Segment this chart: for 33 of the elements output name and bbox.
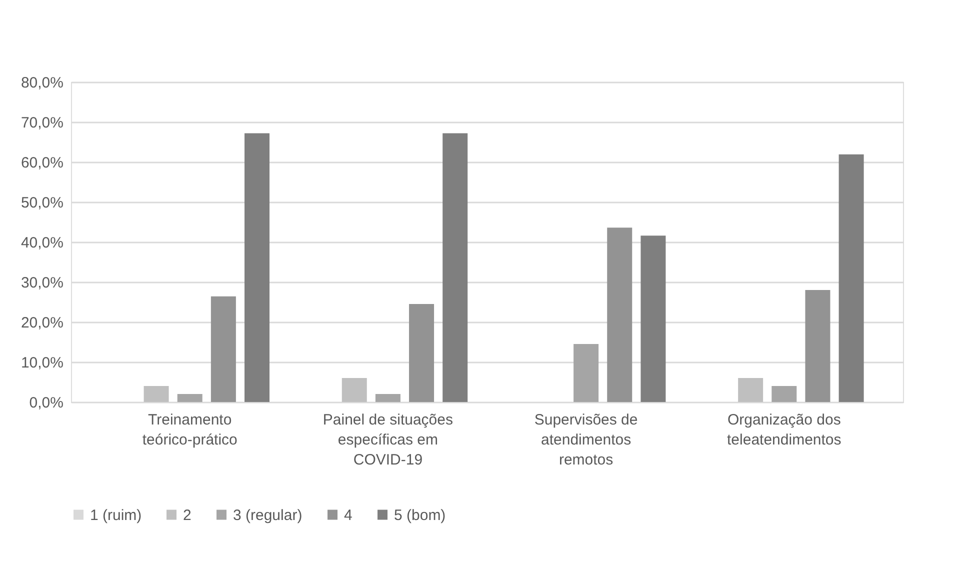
bar [805, 290, 830, 402]
bar [409, 304, 434, 402]
bar [772, 386, 797, 402]
bar [342, 378, 367, 402]
legend-label: 5 (bom) [394, 506, 446, 524]
x-tick-label: Organização dos teleatendimentos [727, 412, 842, 448]
legend-label: 2 [183, 506, 192, 524]
legend-label: 4 [344, 506, 352, 524]
y-tick-label: 40,0% [20, 234, 64, 252]
bar [838, 154, 864, 402]
bar [177, 394, 202, 402]
y-tick-label: 10,0% [20, 354, 64, 372]
legend-label: 3 (regular) [233, 506, 302, 524]
y-tick-label: 70,0% [20, 114, 64, 132]
bar [375, 394, 400, 402]
bar [144, 386, 169, 402]
bar [640, 236, 666, 402]
y-tick-label: 50,0% [20, 194, 64, 212]
y-tick-label: 60,0% [20, 154, 64, 172]
x-tick-label: Treinamento teórico-prático [142, 412, 238, 448]
legend-label: 1 (ruim) [90, 506, 142, 524]
bar [244, 133, 270, 402]
bar [210, 296, 236, 402]
y-tick-label: 0,0% [29, 394, 64, 412]
bar [442, 133, 468, 402]
bar [607, 228, 632, 402]
x-tick-label: Painel de situações específicas em COVID-19 [322, 412, 453, 468]
bar [738, 378, 764, 402]
bar [574, 344, 599, 402]
y-tick-label: 30,0% [20, 274, 64, 292]
x-tick-label: Supervisões de atendimentos remotos [534, 412, 638, 468]
y-tick-label: 80,0% [20, 74, 64, 92]
y-tick-label: 20,0% [20, 314, 64, 332]
